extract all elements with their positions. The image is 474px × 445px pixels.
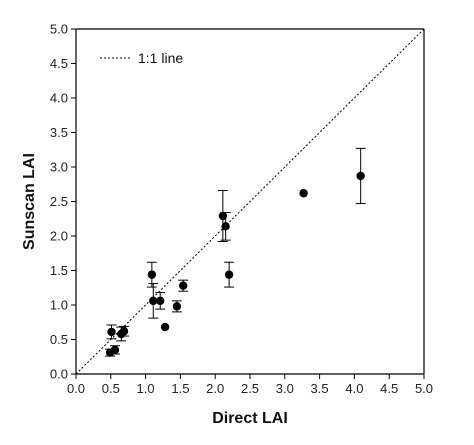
x-tick-label: 0.5 xyxy=(102,381,120,396)
data-point xyxy=(110,345,120,355)
data-point xyxy=(356,171,365,181)
x-tick-label: 4.0 xyxy=(345,381,363,396)
data-points-layer xyxy=(105,147,366,357)
one-to-one-reference-line xyxy=(75,28,425,375)
y-tick-label: 2.0 xyxy=(50,229,68,244)
x-tick-label: 0.0 xyxy=(67,381,85,396)
legend-label: 1:1 line xyxy=(138,50,183,66)
data-point xyxy=(299,189,308,198)
data-point xyxy=(156,296,165,306)
data-point xyxy=(178,281,188,290)
data-point xyxy=(172,302,182,311)
y-tick-label: 5.0 xyxy=(50,22,68,37)
y-tick-label: 0.0 xyxy=(50,367,68,382)
data-point xyxy=(160,322,170,332)
x-tick-label: 2.0 xyxy=(206,381,224,396)
x-axis-title: Direct LAI xyxy=(212,410,288,427)
y-axis-title: Sunscan LAI xyxy=(21,153,38,250)
x-tick-label: 5.0 xyxy=(415,381,433,396)
data-point xyxy=(149,296,158,306)
data-point xyxy=(221,222,230,231)
y-tick-label: 3.0 xyxy=(50,160,68,175)
x-tick-label: 3.0 xyxy=(276,381,294,396)
x-tick-label: 3.5 xyxy=(311,381,329,396)
tick-layer: 0.0 0.5 1.0 1.5 2.0 2.5 3.0 3.5 4.0 4.5 5.0 0.0 0.5 1… xyxy=(50,22,433,397)
y-tick-label: 1.0 xyxy=(50,298,68,313)
x-tick-label: 1.5 xyxy=(171,381,189,396)
data-point xyxy=(224,270,234,279)
y-tick-label: 3.5 xyxy=(50,125,68,140)
x-tick-label: 4.5 xyxy=(380,381,398,396)
data-point xyxy=(147,270,157,279)
y-tick-label: 2.5 xyxy=(50,194,68,209)
data-point xyxy=(107,327,116,337)
x-tick-label: 2.5 xyxy=(241,381,259,396)
y-tick-label: 1.5 xyxy=(50,263,68,278)
data-point xyxy=(119,327,129,336)
data-point xyxy=(218,211,228,221)
y-tick-label: 4.5 xyxy=(50,56,68,71)
x-tick-label: 1.0 xyxy=(137,381,155,396)
y-tick-label: 4.0 xyxy=(50,91,68,106)
y-tick-label: 0.5 xyxy=(50,332,68,347)
